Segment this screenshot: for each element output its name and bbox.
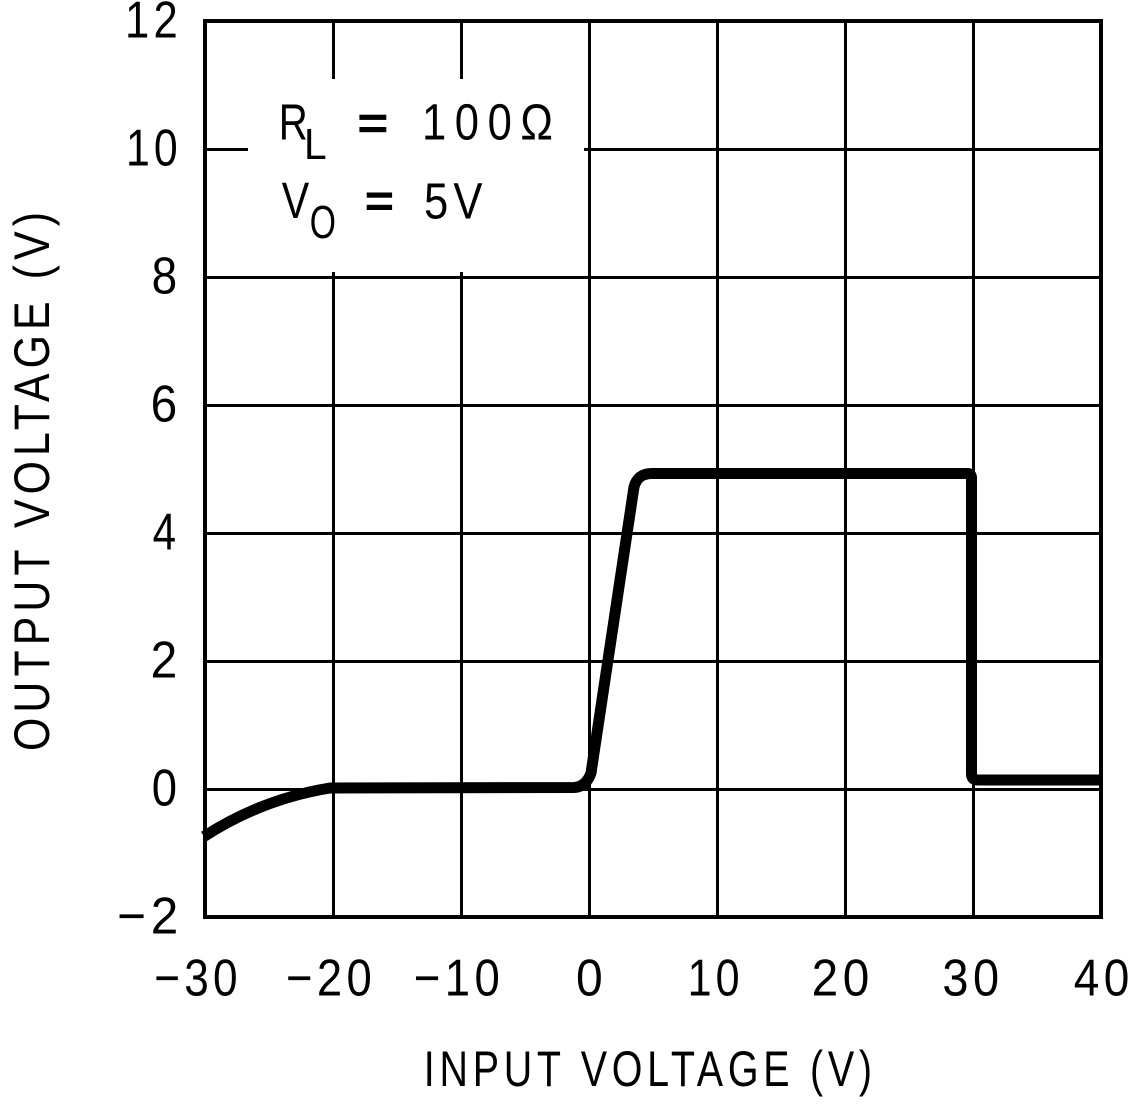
svg-text:INPUT VOLTAGE (V): INPUT VOLTAGE (V)	[424, 1041, 877, 1097]
svg-text:0: 0	[576, 950, 603, 1008]
svg-text:40: 40	[1074, 950, 1128, 1008]
svg-text:−2: −2	[117, 888, 183, 946]
svg-text:5V: 5V	[424, 172, 488, 229]
svg-text:12: 12	[125, 0, 182, 50]
svg-text:8: 8	[152, 248, 178, 306]
svg-text:100Ω: 100Ω	[422, 94, 561, 151]
svg-text:O: O	[310, 196, 336, 248]
svg-text:−10: −10	[414, 950, 504, 1008]
svg-text:0: 0	[152, 760, 177, 818]
svg-text:2: 2	[151, 632, 178, 690]
svg-text:10: 10	[126, 120, 182, 178]
svg-text:L: L	[304, 120, 327, 169]
svg-text:−30: −30	[154, 950, 242, 1008]
svg-text:30: 30	[942, 950, 1003, 1008]
svg-text:V: V	[282, 172, 309, 229]
svg-text:20: 20	[812, 950, 874, 1008]
svg-text:−20: −20	[286, 950, 376, 1008]
svg-text:OUTPUT VOLTAGE (V): OUTPUT VOLTAGE (V)	[4, 207, 60, 751]
svg-text:10: 10	[688, 950, 744, 1008]
svg-text:4: 4	[153, 504, 176, 562]
svg-text:6: 6	[151, 376, 178, 434]
svg-text:R: R	[279, 94, 308, 151]
